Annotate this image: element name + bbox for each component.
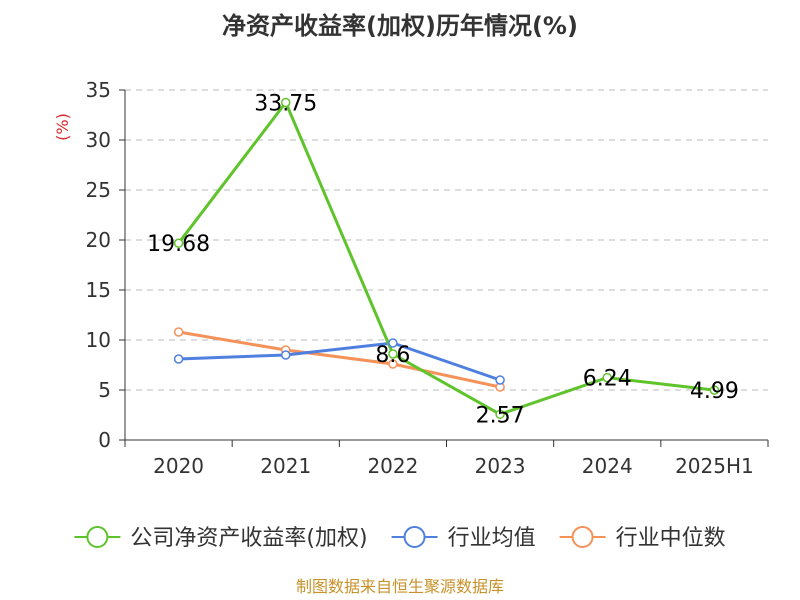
legend-label: 行业均值: [448, 526, 536, 551]
x-tick-label: 2024: [582, 454, 633, 478]
y-tick-label: 15: [86, 278, 111, 302]
series-points: [173, 97, 720, 420]
data-point-company: [173, 238, 184, 248]
data-point-company: [495, 409, 505, 420]
gridlines: [125, 89, 768, 391]
data-point-company: [388, 349, 398, 359]
x-tick-label: 2025H1: [675, 454, 754, 478]
series-line-industry_avg: [178, 341, 501, 382]
data-labels: 19.68 33.75 8.6 2.57 6.24 4.99: [147, 92, 739, 429]
legend: 公司净资产收益率(加权) 行业均值 行业中位数: [74, 526, 726, 551]
data-point-industry_avg: [495, 375, 505, 385]
data-label: 4.99: [690, 379, 739, 404]
chart-title: 净资产收益率(加权)历年情况(%): [222, 12, 578, 40]
data-label: 8.6: [375, 343, 410, 368]
axes: 0 5 10 15 20 25 30 35 2020 2021 2022 2023 2024 2025H1: [86, 78, 769, 478]
data-label: 33.75: [254, 92, 317, 117]
data-point-industry_avg: [173, 354, 184, 364]
y-tick-label: 35: [86, 78, 111, 102]
legend-circle-icon: [403, 526, 426, 548]
y-tick-label: 5: [98, 378, 111, 402]
data-point-industry_median: [173, 327, 184, 337]
data-point-company: [709, 385, 720, 395]
y-tick-label: 20: [86, 228, 111, 252]
x-tick-label: 2021: [260, 454, 311, 478]
data-label: 2.57: [476, 403, 525, 428]
data-point-company: [602, 372, 612, 383]
legend-item-industry_avg: 行业均值: [391, 526, 536, 551]
legend-circle-icon: [571, 526, 594, 548]
y-tick-label: 0: [98, 428, 111, 452]
series-line-industry_median: [178, 330, 501, 389]
x-tick-label: 2023: [475, 454, 526, 478]
y-tick-label: 25: [86, 178, 111, 202]
legend-item-company: 公司净资产收益率(加权): [74, 526, 368, 551]
legend-item-industry_median: 行业中位数: [559, 526, 726, 551]
data-label: 6.24: [583, 367, 632, 392]
data-point-industry_median: [388, 359, 398, 369]
x-tick-label: 2020: [153, 454, 204, 478]
legend-circle-icon: [86, 526, 109, 548]
series-line-company: [177, 101, 715, 416]
y-tick-label: 10: [86, 328, 111, 352]
y-axis-unit-label: (%): [53, 113, 72, 141]
data-point-industry_avg: [388, 338, 398, 348]
legend-label: 公司净资产收益率(加权): [130, 526, 367, 551]
source-note: 制图数据来自恒生聚源数据库: [296, 577, 504, 596]
data-point-industry_avg: [281, 350, 291, 360]
x-tick-label: 2022: [367, 454, 418, 478]
data-label: 19.68: [147, 232, 210, 257]
legend-label: 行业中位数: [616, 526, 726, 551]
data-point-company: [281, 97, 291, 108]
series-lines: [177, 101, 715, 416]
y-tick-label: 30: [86, 128, 111, 152]
